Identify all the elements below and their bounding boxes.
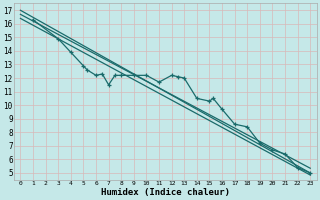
X-axis label: Humidex (Indice chaleur): Humidex (Indice chaleur) — [101, 188, 230, 197]
